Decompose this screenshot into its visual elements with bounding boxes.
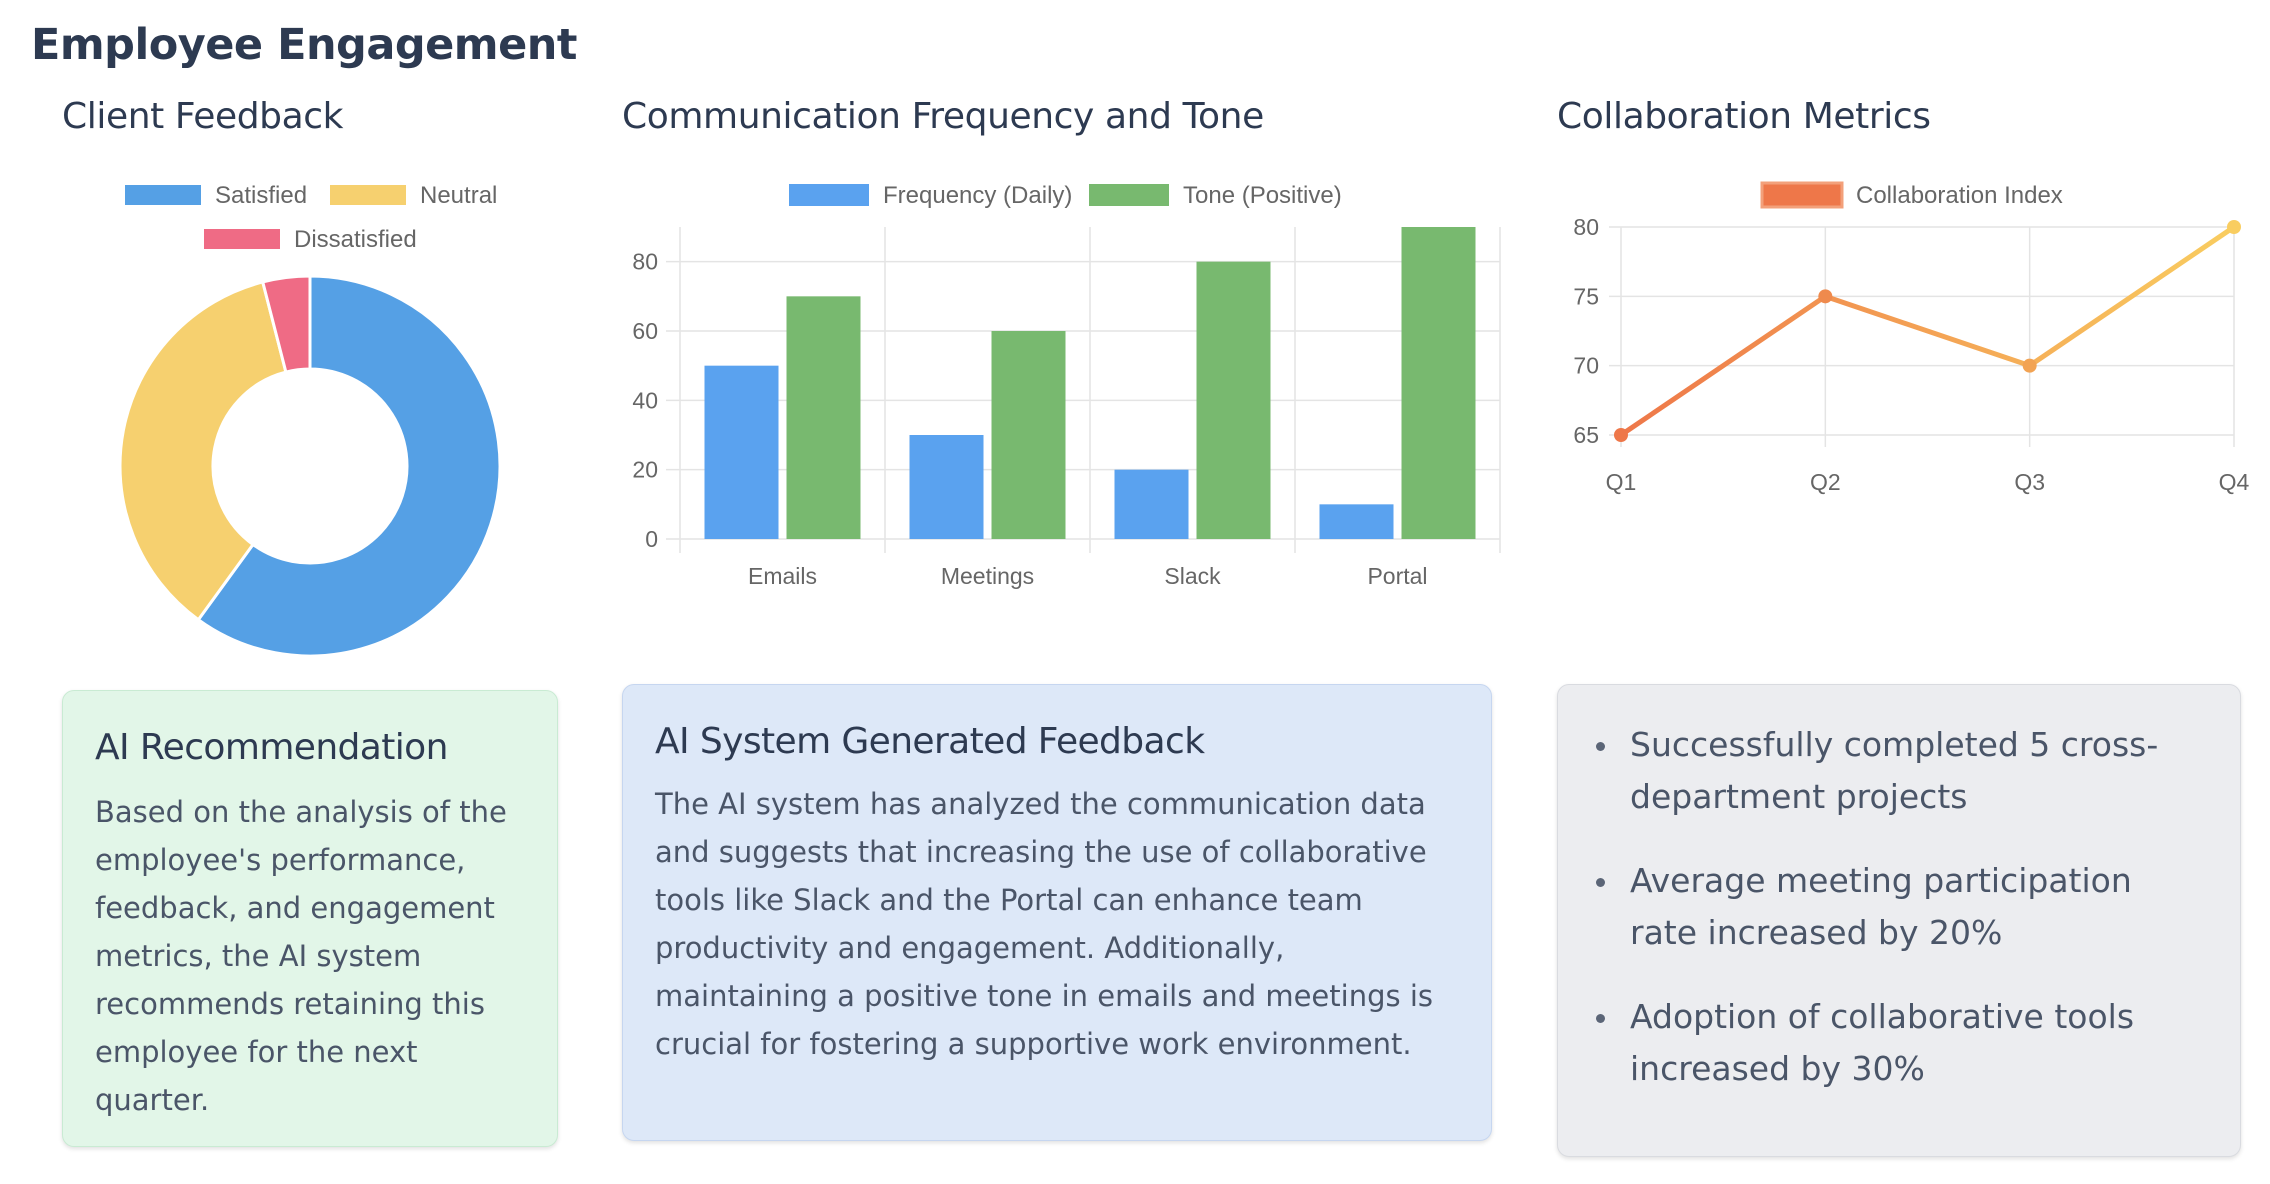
collaboration-title: Collaboration Metrics (1557, 96, 1931, 137)
ai-feedback-card: AI System Generated Feedback The AI syst… (622, 684, 1492, 1141)
doughnut-slice (196, 274, 502, 658)
highlight-text: Adoption of collaborative tools increase… (1630, 997, 2135, 1088)
data-point (2227, 220, 2241, 234)
data-point (2022, 358, 2037, 373)
legend-swatch (789, 184, 869, 206)
legend-label: Dissatisfied (294, 226, 417, 253)
x-tick-label: Meetings (941, 563, 1034, 589)
legend-label: Collaboration Index (1856, 182, 2063, 209)
x-tick-label: Slack (1164, 563, 1221, 589)
client-feedback-title: Client Feedback (62, 96, 344, 137)
y-tick-label: 80 (632, 249, 658, 275)
ai-recommendation-card: AI Recommendation Based on the analysis … (62, 690, 558, 1147)
bar (991, 331, 1066, 539)
bar (1114, 469, 1189, 539)
bar (786, 296, 861, 539)
bar (1196, 261, 1271, 539)
doughnut-slice (260, 274, 312, 374)
communication-bar-chart: Frequency (Daily) Tone (Positive) 0 20 40 60 8… (632, 182, 1501, 589)
doughnut-slice (118, 280, 288, 622)
ai-recommendation-title: AI Recommendation (95, 727, 448, 768)
legend-label: Frequency (Daily) (883, 182, 1072, 209)
highlight-text: Successfully completed 5 cross-departmen… (1630, 725, 2159, 816)
communication-title: Communication Frequency and Tone (622, 96, 1264, 137)
collaboration-line-chart: Collaboration Index 65 70 75 80 Q1 Q2 Q3 Q4 (1573, 181, 2250, 495)
y-tick-label: 80 (1573, 214, 1599, 240)
x-tick-label: Q2 (1810, 469, 1841, 495)
highlight-item: Average meeting participation rate incre… (1596, 855, 2200, 959)
y-tick-label: 20 (632, 457, 658, 483)
y-tick-label: 70 (1573, 353, 1599, 379)
ai-feedback-text: The AI system has analyzed the communica… (655, 787, 1433, 1061)
y-tick-label: 75 (1573, 283, 1599, 309)
legend-label: Neutral (420, 182, 497, 209)
data-point (1614, 428, 1628, 442)
series-line (1619, 224, 2236, 438)
ai-recommendation-text: Based on the analysis of the employee's … (95, 795, 507, 1117)
legend-swatch (125, 185, 201, 205)
bar (704, 365, 779, 539)
bar (1401, 227, 1476, 539)
x-tick-label: Q3 (2014, 469, 2045, 495)
highlight-text: Average meeting participation rate incre… (1630, 861, 2132, 952)
highlights-card: Successfully completed 5 cross-departmen… (1557, 684, 2241, 1157)
legend-swatch (204, 229, 280, 249)
x-tick-label: Q1 (1606, 469, 1637, 495)
y-tick-label: 40 (632, 387, 658, 413)
legend-swatch (330, 185, 406, 205)
highlight-item: Adoption of collaborative tools increase… (1596, 991, 2200, 1095)
page-title: Employee Engagement (31, 20, 577, 70)
highlights-list: Successfully completed 5 cross-departmen… (1596, 719, 2200, 1095)
legend-label: Tone (Positive) (1183, 182, 1342, 209)
bullet-icon (1596, 1014, 1605, 1023)
y-tick-label: 60 (632, 318, 658, 344)
data-point (1818, 289, 1833, 304)
ai-feedback-title: AI System Generated Feedback (655, 721, 1205, 762)
x-tick-label: Q4 (2219, 469, 2250, 495)
highlight-item: Successfully completed 5 cross-departmen… (1596, 719, 2200, 823)
bullet-icon (1596, 878, 1605, 887)
y-tick-label: 0 (645, 526, 658, 552)
bullet-icon (1596, 742, 1605, 751)
legend-label: Satisfied (215, 182, 307, 209)
x-tick-label: Emails (748, 563, 817, 589)
legend-swatch (1089, 184, 1169, 206)
bar (909, 435, 984, 539)
x-tick-label: Portal (1367, 563, 1427, 589)
y-tick-label: 65 (1573, 422, 1599, 448)
bar (1319, 504, 1394, 539)
legend-swatch (1760, 181, 1844, 209)
